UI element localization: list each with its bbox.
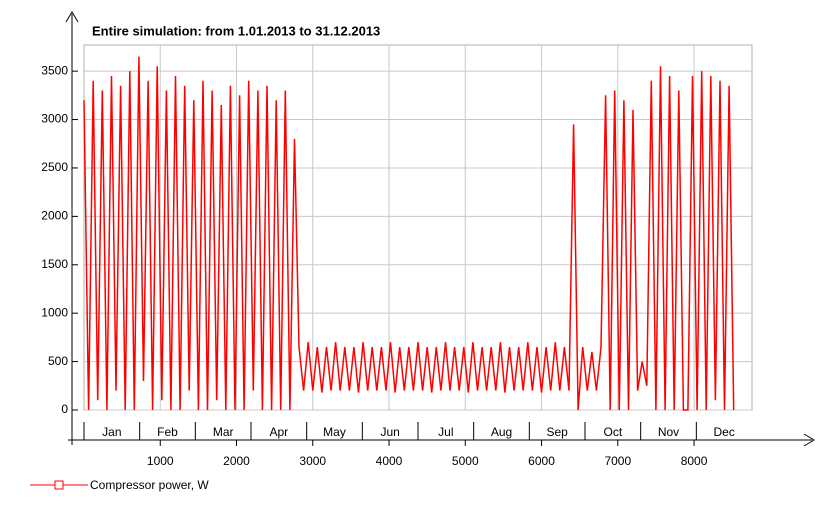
month-label: May (323, 425, 346, 439)
y-tick-label: 1000 (41, 305, 68, 319)
x-tick-label: 4000 (376, 454, 403, 468)
month-label: Jan (102, 425, 121, 439)
month-label: Oct (603, 425, 622, 439)
x-tick-label: 8000 (681, 454, 708, 468)
month-label: Jun (380, 425, 399, 439)
legend-label: Compressor power, W (90, 478, 209, 492)
x-tick-label: 7000 (604, 454, 631, 468)
y-tick-label: 3000 (41, 112, 68, 126)
month-label: Feb (157, 425, 178, 439)
y-tick-label: 2000 (41, 209, 68, 223)
y-tick-label: 0 (61, 402, 68, 416)
x-tick-label: 3000 (299, 454, 326, 468)
y-tick-label: 1500 (41, 257, 68, 271)
month-label: Nov (658, 425, 679, 439)
y-tick-label: 3500 (41, 63, 68, 77)
y-tick-label: 2500 (41, 160, 68, 174)
x-tick-label: 1000 (147, 454, 174, 468)
month-label: Sep (546, 425, 568, 439)
x-tick-label: 5000 (452, 454, 479, 468)
legend-marker (54, 480, 64, 490)
y-tick-label: 500 (48, 354, 68, 368)
y-axis-arrow (65, 11, 79, 23)
month-label: Dec (713, 425, 734, 439)
x-tick-label: 2000 (223, 454, 250, 468)
x-tick-label: 6000 (528, 454, 555, 468)
x-axis-arrow (803, 433, 815, 447)
month-label: Apr (269, 425, 288, 439)
data-line (83, 56, 735, 411)
month-label: Mar (213, 425, 234, 439)
month-label: Jul (438, 425, 453, 439)
month-label: Aug (491, 425, 512, 439)
chart-title: Entire simulation: from 1.01.2013 to 31.… (92, 23, 380, 38)
